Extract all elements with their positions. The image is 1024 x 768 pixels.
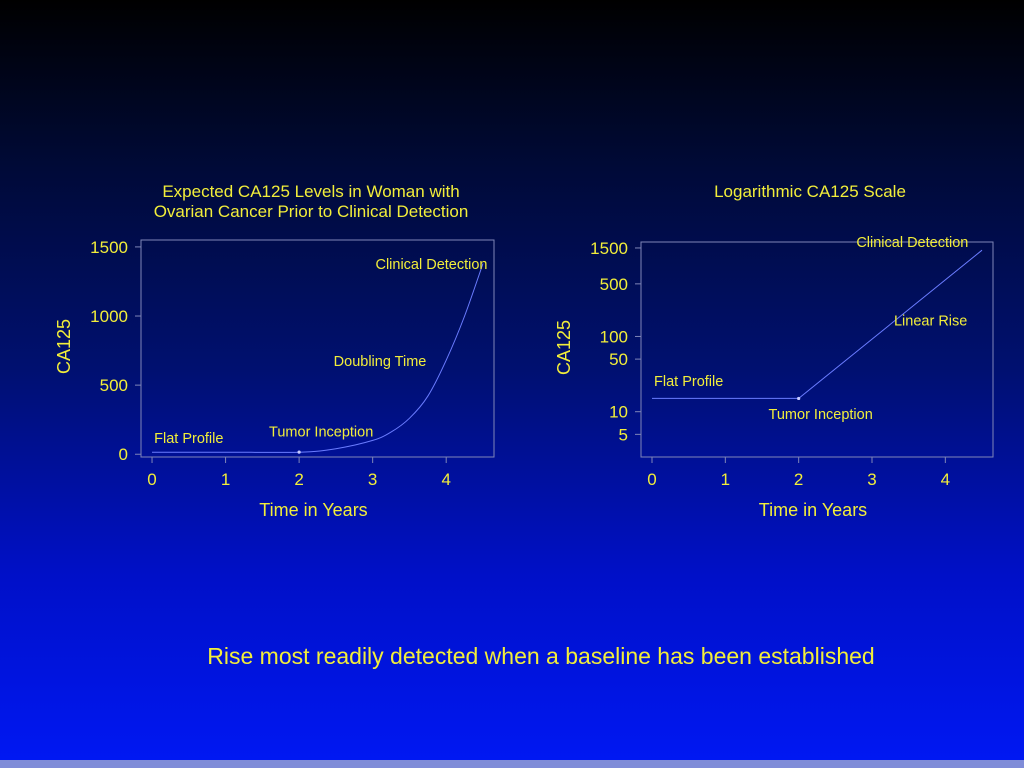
caption-text: Rise most readily detected when a baseli… (207, 643, 874, 669)
tumor-inception-marker (797, 396, 801, 401)
y-tick-label: 0 (119, 445, 128, 464)
x-tick-label: 3 (867, 470, 876, 489)
plot-frame (140, 239, 495, 458)
chart-panel-1: Expected CA125 Levels in Woman withOvari… (54, 182, 495, 520)
y-tick-label: 500 (600, 275, 628, 294)
x-tick-label: 3 (368, 470, 377, 489)
plot-frame (640, 241, 994, 458)
annotation-label: Tumor Inception (769, 407, 873, 423)
y-tick-label: 100 (600, 327, 628, 346)
annotation-label: Clinical Detection (856, 235, 968, 251)
y-tick-label: 1500 (90, 238, 128, 257)
bottom-border (0, 760, 1024, 768)
x-tick-label: 4 (941, 470, 950, 489)
x-tick-label: 0 (147, 470, 156, 489)
annotation-label: Flat Profile (654, 374, 723, 390)
annotation-label: Tumor Inception (269, 424, 373, 440)
tumor-inception-marker (297, 450, 301, 454)
y-axis-label: CA125 (554, 320, 574, 375)
x-axis-label: Time in Years (259, 500, 367, 520)
annotation-label: Flat Profile (154, 431, 223, 447)
annotation-label: Clinical Detection (375, 257, 487, 273)
y-tick-label: 10 (609, 403, 628, 422)
y-tick-label: 5 (619, 425, 628, 444)
annotation-label: Linear Rise (894, 313, 967, 329)
y-tick-label: 1000 (90, 307, 128, 326)
x-tick-label: 2 (294, 470, 303, 489)
chart-title-line2: Ovarian Cancer Prior to Clinical Detecti… (154, 202, 469, 221)
x-tick-label: 2 (794, 470, 803, 489)
chart-title-line1: Expected CA125 Levels in Woman with (162, 182, 459, 201)
x-tick-label: 1 (221, 470, 230, 489)
y-tick-label: 500 (100, 376, 128, 395)
y-tick-label: 1500 (590, 239, 628, 258)
x-tick-label: 1 (721, 470, 730, 489)
x-axis-label: Time in Years (759, 500, 867, 520)
y-tick-label: 50 (609, 350, 628, 369)
y-axis-label: CA125 (54, 319, 74, 374)
chart-panel-2: Logarithmic CA125 Scale 5 10 50 100 500 1500 0 1… (554, 182, 994, 520)
x-tick-label: 0 (647, 470, 656, 489)
series-line-1 (151, 263, 484, 453)
x-tick-label: 4 (441, 470, 450, 489)
annotation-label: Doubling Time (334, 354, 427, 370)
chart-title: Logarithmic CA125 Scale (714, 182, 906, 201)
